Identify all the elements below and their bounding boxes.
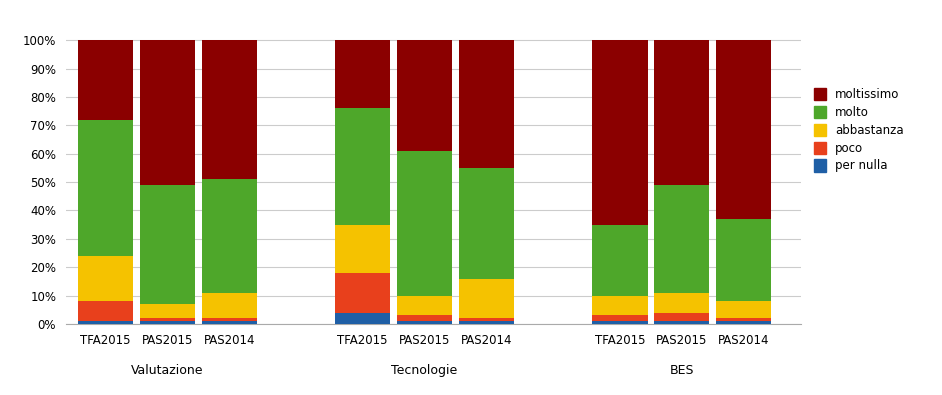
Legend: moltissimo, molto, abbastanza, poco, per nulla: moltissimo, molto, abbastanza, poco, per…	[814, 88, 903, 173]
Bar	[188, 185, 193, 304]
Bar	[765, 318, 769, 321]
Bar	[139, 321, 195, 324]
Bar	[703, 40, 707, 185]
Text: Valutazione: Valutazione	[131, 365, 203, 378]
Bar	[251, 293, 255, 318]
Bar	[765, 321, 769, 324]
Bar	[383, 312, 388, 324]
Bar	[127, 256, 131, 301]
Bar	[641, 315, 645, 321]
Bar	[78, 120, 134, 256]
Bar	[139, 40, 195, 185]
Bar	[592, 295, 647, 315]
Bar	[383, 40, 388, 108]
Bar	[78, 321, 134, 324]
Bar	[202, 40, 257, 179]
Bar	[202, 318, 257, 321]
Bar	[188, 40, 193, 185]
Bar	[703, 321, 707, 324]
Bar	[508, 168, 512, 278]
Bar	[765, 40, 769, 219]
Bar	[459, 321, 514, 324]
Bar	[139, 318, 195, 321]
Bar	[397, 295, 452, 315]
Bar	[508, 40, 512, 168]
Bar	[654, 40, 709, 185]
Bar	[188, 321, 193, 324]
Bar	[716, 321, 771, 324]
Bar	[446, 295, 450, 315]
Bar	[654, 312, 709, 321]
Bar	[508, 318, 512, 321]
Bar	[703, 293, 707, 312]
Bar	[654, 321, 709, 324]
Bar	[459, 168, 514, 278]
Bar	[654, 185, 709, 293]
Bar	[716, 301, 771, 318]
Bar	[335, 225, 391, 273]
Bar	[592, 321, 647, 324]
Bar	[78, 301, 134, 321]
Bar	[202, 293, 257, 318]
Bar	[641, 295, 645, 315]
Bar	[188, 318, 193, 321]
Bar	[251, 40, 255, 179]
Bar	[251, 179, 255, 293]
Bar	[397, 40, 452, 151]
Bar	[127, 321, 131, 324]
Bar	[383, 225, 388, 273]
Bar	[335, 273, 391, 312]
Bar	[139, 304, 195, 318]
Bar	[78, 256, 134, 301]
Bar	[78, 40, 134, 120]
Bar	[251, 318, 255, 321]
Text: Tecnologie: Tecnologie	[392, 365, 458, 378]
Bar	[446, 321, 450, 324]
Bar	[188, 304, 193, 318]
Bar	[765, 301, 769, 318]
Bar	[446, 315, 450, 321]
Bar	[703, 185, 707, 293]
Bar	[716, 219, 771, 301]
Bar	[641, 225, 645, 295]
Bar	[446, 40, 450, 151]
Bar	[397, 151, 452, 295]
Bar	[397, 321, 452, 324]
Bar	[654, 293, 709, 312]
Bar	[703, 312, 707, 321]
Bar	[716, 318, 771, 321]
Bar	[127, 40, 131, 120]
Text: BES: BES	[670, 365, 694, 378]
Bar	[335, 40, 391, 108]
Bar	[127, 120, 131, 256]
Bar	[641, 40, 645, 225]
Bar	[202, 321, 257, 324]
Bar	[765, 219, 769, 301]
Bar	[592, 315, 647, 321]
Bar	[335, 108, 391, 225]
Bar	[508, 321, 512, 324]
Bar	[592, 225, 647, 295]
Bar	[592, 40, 647, 225]
Bar	[335, 312, 391, 324]
Bar	[383, 108, 388, 225]
Bar	[459, 278, 514, 318]
Bar	[202, 179, 257, 293]
Bar	[459, 318, 514, 321]
Bar	[139, 185, 195, 304]
Bar	[127, 301, 131, 321]
Bar	[446, 151, 450, 295]
Bar	[251, 321, 255, 324]
Bar	[716, 40, 771, 219]
Bar	[459, 40, 514, 168]
Bar	[397, 315, 452, 321]
Bar	[641, 321, 645, 324]
Bar	[383, 273, 388, 312]
Bar	[508, 278, 512, 318]
